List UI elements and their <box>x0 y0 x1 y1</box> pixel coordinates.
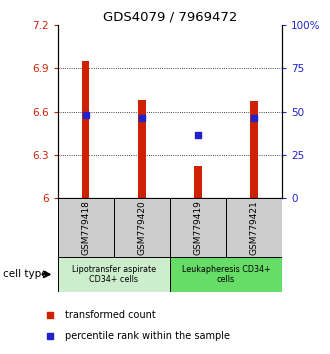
Text: GSM779421: GSM779421 <box>249 200 259 255</box>
Bar <box>170 198 226 257</box>
Point <box>251 115 257 121</box>
Bar <box>226 198 282 257</box>
Text: GSM779419: GSM779419 <box>193 200 203 255</box>
Point <box>83 112 88 118</box>
Bar <box>250 101 258 198</box>
Text: GSM779420: GSM779420 <box>137 200 147 255</box>
Point <box>139 115 145 121</box>
Text: cell type: cell type <box>3 269 48 279</box>
Bar <box>58 198 114 257</box>
Point <box>195 132 201 138</box>
Bar <box>114 198 170 257</box>
Bar <box>58 257 170 292</box>
Text: Lipotransfer aspirate
CD34+ cells: Lipotransfer aspirate CD34+ cells <box>72 265 156 284</box>
Text: GSM779418: GSM779418 <box>81 200 90 255</box>
Bar <box>170 257 282 292</box>
Point <box>48 333 53 339</box>
Text: percentile rank within the sample: percentile rank within the sample <box>65 331 230 341</box>
Bar <box>194 166 202 198</box>
Title: GDS4079 / 7969472: GDS4079 / 7969472 <box>103 11 237 24</box>
Bar <box>138 100 146 198</box>
Bar <box>82 61 89 198</box>
Text: Leukapheresis CD34+
cells: Leukapheresis CD34+ cells <box>182 265 270 284</box>
Point <box>48 312 53 318</box>
Text: transformed count: transformed count <box>65 310 156 320</box>
